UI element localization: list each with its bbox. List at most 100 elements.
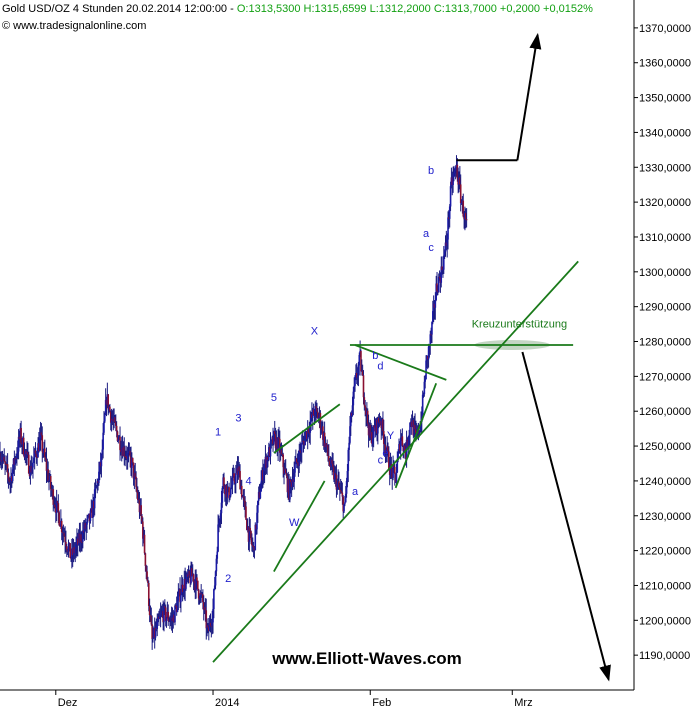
- candle: [134, 462, 137, 480]
- candle: [65, 543, 68, 557]
- candle: [5, 462, 7, 471]
- candle: [254, 522, 257, 551]
- candle: [77, 529, 80, 546]
- candle: [167, 604, 170, 626]
- candle: [143, 529, 146, 555]
- candle: [332, 453, 334, 473]
- candle: [50, 481, 53, 497]
- candle: [464, 206, 466, 231]
- candle: [149, 605, 152, 622]
- candle: [69, 543, 71, 558]
- candle: [350, 410, 353, 423]
- candle: [171, 607, 174, 633]
- candle: [409, 422, 411, 446]
- candle: [450, 167, 453, 189]
- candle: [463, 210, 465, 229]
- source-credit: © www.tradesignalonline.com: [2, 20, 147, 32]
- candle: [374, 418, 377, 438]
- candle: [207, 617, 210, 641]
- candle: [162, 600, 164, 631]
- candle: [140, 498, 142, 524]
- candle: [264, 445, 267, 476]
- candle: [433, 300, 436, 320]
- price-tick-label: 1320,0000: [639, 197, 691, 209]
- candle: [369, 419, 372, 441]
- price-tick-label: 1350,0000: [639, 93, 691, 105]
- candle: [410, 414, 413, 435]
- candle: [64, 526, 66, 554]
- wave-label: 2: [225, 573, 231, 585]
- candle: [9, 477, 11, 494]
- candle: [443, 246, 445, 274]
- candle: [148, 598, 151, 623]
- candle: [213, 576, 216, 591]
- candle: [232, 464, 235, 478]
- candle: [259, 483, 262, 500]
- candle: [46, 458, 49, 483]
- candle: [349, 415, 351, 445]
- candle: [88, 513, 91, 530]
- candle: [213, 588, 215, 619]
- candle: [304, 430, 306, 446]
- candle: [207, 623, 209, 634]
- header-datetime: 20.02.2014 12:00:00: [126, 3, 228, 15]
- candle: [136, 486, 139, 504]
- candle: [133, 465, 136, 490]
- price-tick-label: 1280,0000: [639, 337, 691, 349]
- candle: [253, 546, 256, 559]
- candle: [206, 618, 208, 637]
- candle: [16, 440, 19, 460]
- candle: [63, 527, 66, 537]
- candle: [20, 420, 22, 448]
- candle: [100, 453, 103, 478]
- candle: [322, 421, 324, 446]
- candle: [251, 537, 254, 553]
- candle: [240, 479, 242, 495]
- wave-label: a: [352, 486, 359, 498]
- candle: [168, 617, 170, 623]
- candle: [337, 469, 339, 490]
- candle: [255, 524, 257, 535]
- candle: [108, 404, 110, 414]
- candle: [160, 605, 163, 618]
- watermark: www.Elliott-Waves.com: [271, 649, 462, 668]
- candle: [425, 355, 427, 380]
- candle: [45, 447, 48, 483]
- wave-label: X: [311, 326, 319, 338]
- candle: [289, 476, 292, 494]
- candle: [296, 453, 299, 469]
- candle: [236, 456, 239, 484]
- candle: [359, 340, 361, 358]
- candle: [318, 406, 321, 428]
- candle: [186, 569, 189, 583]
- header-low: L:1312,2000: [369, 3, 431, 15]
- candle: [403, 443, 405, 459]
- candle: [157, 613, 159, 623]
- price-tick-label: 1360,0000: [639, 58, 691, 70]
- candle: [199, 590, 202, 604]
- candle: [278, 426, 280, 448]
- candle: [116, 430, 119, 442]
- candle: [214, 570, 217, 590]
- candle: [440, 256, 443, 288]
- candle: [218, 515, 220, 533]
- candle: [343, 504, 345, 514]
- price-tick-label: 1260,0000: [639, 406, 691, 418]
- candle: [350, 411, 352, 436]
- candle: [300, 434, 303, 463]
- price-tick-label: 1250,0000: [639, 441, 691, 453]
- wave-label: W: [289, 517, 300, 529]
- candle: [203, 602, 206, 615]
- candle: [395, 463, 398, 487]
- candle: [129, 446, 131, 468]
- candle: [93, 482, 96, 516]
- candle: [92, 493, 94, 527]
- candle: [379, 415, 382, 426]
- candle: [396, 451, 399, 473]
- candle: [315, 399, 317, 421]
- candle: [104, 388, 107, 416]
- candle: [3, 448, 6, 462]
- wave-label: d: [377, 360, 383, 372]
- candle: [205, 598, 208, 640]
